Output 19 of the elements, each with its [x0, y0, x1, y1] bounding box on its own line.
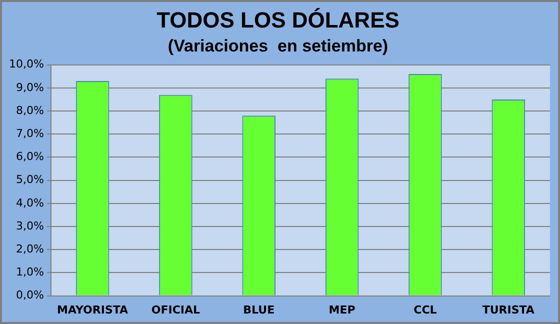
y-tick-label: 7,0%: [16, 126, 44, 140]
x-tick-label: TURISTA: [482, 303, 535, 316]
chart-subtitle: (Variaciones en setiembre): [168, 36, 388, 56]
x-tick-label: MEP: [328, 303, 356, 316]
y-tick-label: 4,0%: [16, 196, 44, 210]
x-tick-label: MAYORISTA: [57, 303, 129, 316]
y-tick-label: 0,0%: [16, 288, 44, 302]
y-tick-label: 5,0%: [16, 173, 44, 186]
y-tick-label: 6,0%: [16, 150, 44, 164]
y-tick-label: 9,0%: [16, 80, 44, 94]
x-tick-label: BLUE: [243, 303, 275, 316]
y-tick-label: 8,0%: [16, 104, 44, 117]
x-tick-label: CCL: [414, 303, 437, 316]
y-tick-label: 2,0%: [16, 242, 44, 256]
chart-title: TODOS LOS DÓLARES: [156, 7, 400, 32]
y-tick-label: 3,0%: [16, 219, 44, 232]
y-tick-label: 1,0%: [16, 266, 44, 279]
x-tick-label: OFICIAL: [151, 303, 200, 316]
y-tick-label: 10,0%: [8, 58, 44, 71]
